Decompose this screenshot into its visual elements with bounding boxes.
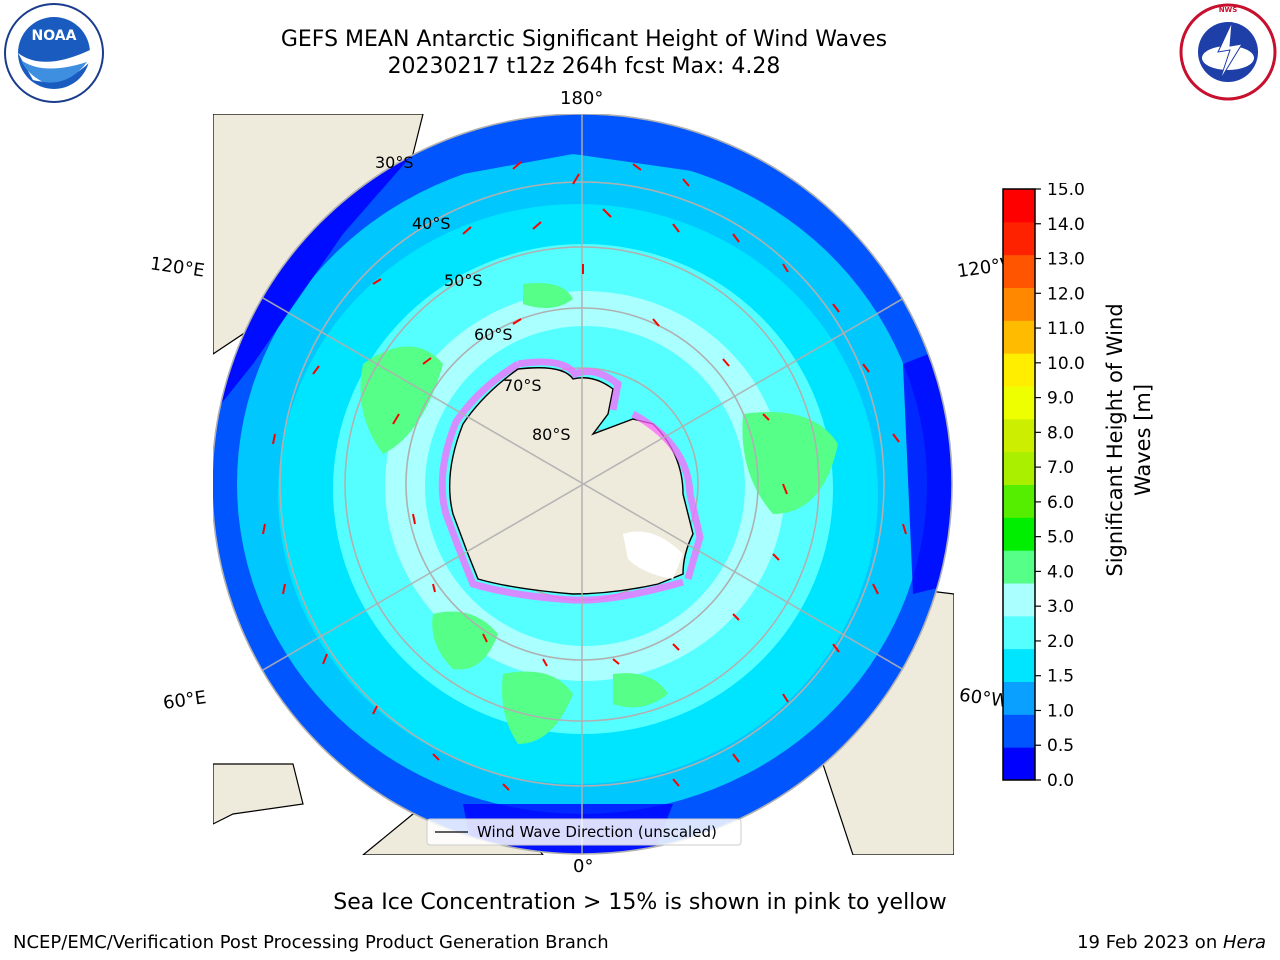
lat-label-60s: 60°S	[474, 325, 513, 344]
colorbar-tick-label: 0.0	[1047, 771, 1074, 791]
chart-subtitle: 20230217 t12z 264h fcst Max: 4.28	[387, 54, 781, 79]
chart-title: GEFS MEAN Antarctic Significant Height o…	[280, 27, 888, 52]
lon-label-60e: 60°E	[161, 687, 208, 714]
colorbar-bin	[1003, 747, 1035, 781]
lat-label-50s: 50°S	[444, 271, 483, 290]
footer-date: 19 Feb 2023 on Hera	[1077, 932, 1266, 953]
svg-text:NWS: NWS	[1219, 6, 1238, 14]
lat-label-70s: 70°S	[503, 376, 542, 395]
wave-field	[213, 114, 952, 854]
lon-label-0: 0°	[573, 856, 594, 877]
colorbar-tick-label: 15.0	[1047, 183, 1085, 200]
colorbar-bin	[1003, 681, 1035, 715]
nws-logo: NWS	[1179, 3, 1277, 101]
lat-label-30s: 30°S	[375, 153, 414, 172]
colorbar-tick-label: 13.0	[1047, 250, 1085, 270]
footer-host: Hera	[1222, 932, 1266, 953]
lon-label-120e: 120°E	[148, 253, 206, 282]
footer-date-text: 19 Feb 2023 on	[1077, 932, 1223, 953]
lat-label-80s: 80°S	[532, 425, 571, 444]
colorbar-bin	[1003, 386, 1035, 420]
colorbar-bin	[1003, 221, 1035, 256]
colorbar-bin	[1003, 254, 1035, 288]
lon-label-180: 180°	[560, 88, 604, 109]
colorbar-tick-label: 5.0	[1047, 528, 1074, 548]
colorbar-bin	[1003, 451, 1035, 485]
colorbar-tick-label: 12.0	[1047, 284, 1085, 304]
colorbar-tick-label: 10.0	[1047, 354, 1085, 374]
colorbar-tick-label: 3.0	[1047, 597, 1074, 617]
svg-text:Significant Height of Wind: Significant Height of Wind	[1103, 303, 1127, 576]
colorbar-tick-label: 4.0	[1047, 562, 1074, 582]
colorbar: 0.0 0.5 1.0 1.5 2.0 3.0 4.0 5.0 6.0 7.0 8.0 9.0 10.0…	[1002, 183, 1085, 791]
footer-credit: NCEP/EMC/Verification Post Processing Pr…	[13, 932, 609, 953]
colorbar-tick-label: 9.0	[1047, 389, 1074, 409]
colorbar-bin	[1003, 615, 1035, 650]
wind-arrows	[262, 161, 907, 791]
colorbar-tick-label: 14.0	[1047, 215, 1085, 235]
lat-label-40s: 40°S	[412, 214, 451, 233]
map-legend: Wind Wave Direction (unscaled)	[426, 818, 742, 846]
colorbar-tick-label: 8.0	[1047, 423, 1074, 443]
colorbar-tick-label: 2.0	[1047, 632, 1074, 652]
svg-text:Wind Wave Direction (unscaled): Wind Wave Direction (unscaled)	[477, 823, 717, 841]
colorbar-bin	[1003, 714, 1035, 748]
colorbar-label: Significant Height of Wind Waves [m]	[1103, 303, 1155, 576]
colorbar-tick-label: 11.0	[1047, 319, 1085, 339]
colorbar-bin	[1003, 648, 1035, 682]
colorbar-tick-label: 6.0	[1047, 493, 1074, 513]
colorbar-bin	[1003, 353, 1035, 387]
polar-map: Wind Wave Direction (unscaled)	[213, 114, 954, 855]
colorbar-bin	[1003, 320, 1035, 354]
colorbar-bin	[1003, 484, 1035, 518]
colorbar-bin	[1003, 550, 1035, 584]
noaa-logo: NOAA	[4, 3, 104, 103]
colorbar-bin	[1003, 287, 1035, 321]
colorbar-bin	[1003, 189, 1035, 223]
svg-text:NOAA: NOAA	[32, 28, 77, 44]
colorbar-frame	[1002, 188, 1036, 781]
colorbar-tick-label: 1.0	[1047, 701, 1074, 721]
sea-ice-note: Sea Ice Concentration > 15% is shown in …	[333, 890, 947, 915]
svg-text:Waves [m]: Waves [m]	[1131, 384, 1155, 496]
colorbar-bin	[1003, 583, 1035, 617]
colorbar-tick-label: 7.0	[1047, 458, 1074, 478]
colorbar-tick-label: 0.5	[1047, 736, 1074, 756]
colorbar-bin	[1003, 517, 1035, 551]
colorbar-tick-label: 1.5	[1047, 667, 1074, 687]
colorbar-bin	[1003, 418, 1035, 453]
